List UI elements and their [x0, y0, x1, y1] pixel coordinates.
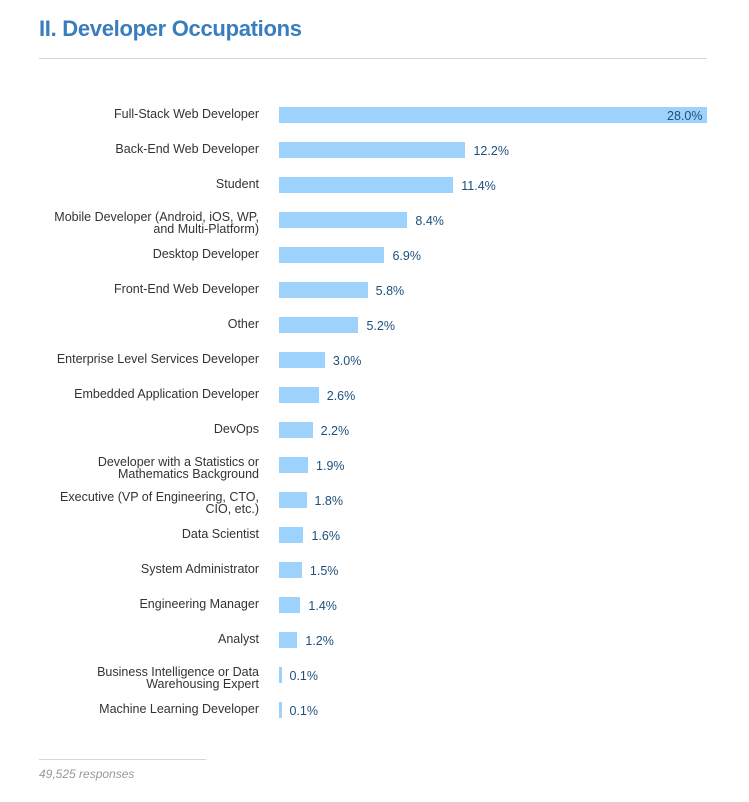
category-label: Desktop Developer [19, 247, 259, 261]
bar [279, 457, 309, 473]
bar [279, 107, 707, 123]
category-label: DevOps [19, 422, 259, 436]
category-label-line: Desktop Developer [152, 247, 259, 261]
value-label: 1.4% [308, 599, 337, 613]
value-label: 1.8% [314, 494, 344, 508]
category-label: Other [19, 317, 259, 331]
category-label: Embedded Application Developer [19, 387, 259, 401]
bar [279, 352, 325, 368]
bar [279, 422, 313, 438]
category-label-line: Back-End Web Developer [115, 142, 259, 156]
category-label: Front-End Web Developer [19, 282, 259, 296]
bar [279, 702, 282, 718]
bar-chart: Full-Stack Web Developer 28.0% Back-End We… [19, 107, 707, 718]
response-count: 49,525 responses [39, 767, 135, 781]
value-label: 1.9% [316, 459, 345, 473]
bar [279, 527, 304, 543]
category-label-line: Student [215, 177, 259, 191]
bar [279, 632, 298, 648]
value-label: 1.6% [311, 529, 340, 543]
category-label-line: Full-Stack Web Developer [114, 107, 259, 121]
value-label: 28.0% [667, 109, 703, 123]
bar [279, 317, 359, 333]
value-label: 5.8% [375, 284, 405, 298]
category-label: Developer with a Statistics or Mathematic… [19, 455, 259, 481]
bar [279, 177, 454, 193]
category-label: Full-Stack Web Developer [19, 107, 259, 121]
value-label: 0.1% [289, 669, 319, 683]
category-label-line: Business Intelligence or Data [97, 665, 259, 679]
value-label: 12.2% [473, 144, 509, 158]
title-divider [39, 58, 707, 59]
bar [279, 597, 301, 613]
category-label-line: Analyst [218, 632, 259, 646]
value-label: 5.2% [366, 319, 395, 333]
category-label-line: Enterprise Level Services Developer [56, 352, 259, 366]
category-label: Machine Learning Developer [19, 702, 259, 716]
category-label-line: Embedded Application Developer [74, 387, 259, 401]
bar [279, 247, 385, 263]
bar [279, 387, 319, 403]
category-label-line: Executive (VP of Engineering, CTO, [60, 490, 259, 504]
footer-divider [39, 759, 206, 760]
category-label: Student [19, 177, 259, 191]
value-label: 3.0% [332, 354, 362, 368]
bar [279, 142, 466, 158]
category-label-line: CIO, etc.) [205, 502, 259, 516]
bar [279, 562, 302, 578]
bar [279, 212, 408, 228]
value-label: 11.4% [461, 179, 496, 193]
category-label-line: and Multi-Platform) [153, 222, 259, 236]
category-label: System Administrator [19, 562, 259, 576]
bar [279, 667, 282, 683]
category-label-line: Warehousing Expert [146, 677, 259, 691]
category-label: Back-End Web Developer [19, 142, 259, 156]
category-label-line: Front-End Web Developer [114, 282, 259, 296]
category-label-line: Mathematics Background [117, 467, 259, 481]
category-label-line: Engineering Manager [139, 597, 259, 611]
value-label: 2.6% [326, 389, 356, 403]
category-label: Engineering Manager [19, 597, 259, 611]
value-label: 8.4% [415, 214, 444, 228]
bar [279, 492, 307, 508]
value-label: 1.2% [305, 634, 334, 648]
value-label: 6.9% [392, 249, 421, 263]
category-label-line: Data Scientist [181, 527, 259, 541]
category-label: Enterprise Level Services Developer [19, 352, 259, 366]
category-label: Executive (VP of Engineering, CTO, CIO, e… [19, 490, 259, 516]
category-label: Data Scientist [19, 527, 259, 541]
category-label-line: Mobile Developer (Android, iOS, WP, [54, 210, 259, 224]
category-label: Analyst [19, 632, 259, 646]
bar [279, 282, 368, 298]
page-title: II. Developer Occupations [39, 16, 302, 41]
category-label: Mobile Developer (Android, iOS, WP, and M… [19, 210, 259, 236]
value-label: 2.2% [320, 424, 350, 438]
category-label: Business Intelligence or Data Warehousing… [19, 665, 259, 691]
value-label: 0.1% [289, 704, 319, 718]
category-label-line: DevOps [213, 422, 259, 436]
category-label-line: Machine Learning Developer [99, 702, 259, 716]
value-label: 1.5% [309, 564, 339, 578]
category-label-line: System Administrator [140, 562, 259, 576]
category-label-line: Developer with a Statistics or [97, 455, 259, 469]
category-label-line: Other [227, 317, 259, 331]
